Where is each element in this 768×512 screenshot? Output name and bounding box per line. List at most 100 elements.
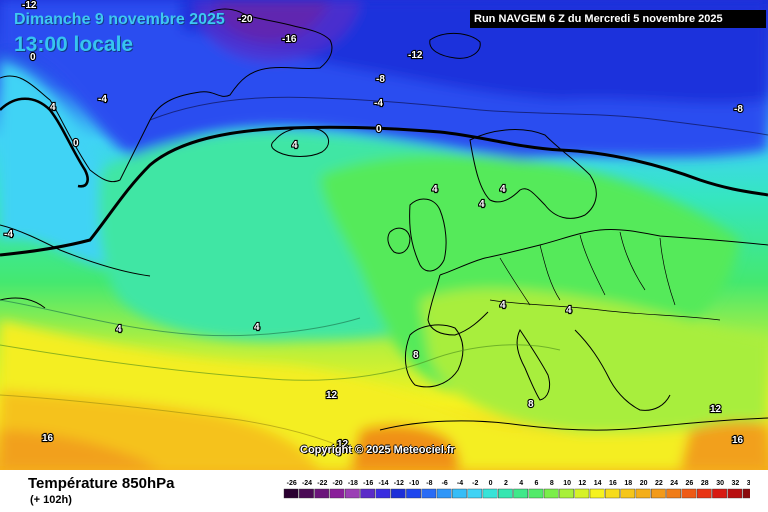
isotherm-m4-north	[149, 96, 768, 136]
lead-time: (+ 102h)	[30, 494, 72, 506]
legend-tick-label: -4	[457, 480, 463, 487]
legend-color-swatch	[605, 488, 620, 499]
legend-tick-label: 6	[534, 480, 538, 487]
legend-tick-label: -18	[348, 480, 358, 487]
legend-color-swatch	[467, 488, 483, 499]
legend-color-swatch	[482, 488, 498, 499]
isotherm-zero-greenland	[0, 97, 89, 188]
iso-label: 4	[479, 199, 485, 210]
coast-france	[427, 274, 489, 336]
legend-tick-label: 20	[640, 480, 648, 487]
legend-tick-label: -10	[409, 480, 419, 487]
legend-color-swatch	[513, 488, 529, 499]
iso-label: 12	[710, 404, 722, 415]
legend-color-swatch	[727, 488, 743, 499]
model-run-label: Run NAVGEM 6 Z du Mercredi 5 novembre 20…	[470, 10, 766, 28]
legend-color-swatch	[620, 488, 636, 499]
isotherm-p4-atlantic	[0, 299, 361, 337]
legend-color-swatch	[283, 488, 299, 499]
footer-bar: Température 850hPa (+ 102h) -26 -24 -22 -20…	[0, 470, 768, 512]
coast-italy	[516, 329, 551, 401]
legend-color-swatch	[681, 488, 697, 499]
iso-label: -8	[734, 104, 743, 115]
coast-newfoundland	[0, 297, 46, 309]
coast-iberia	[404, 324, 464, 388]
legend-color-swatch	[528, 488, 544, 499]
iso-label: -20	[238, 14, 253, 25]
coast-britain	[409, 198, 447, 272]
iso-label: -12	[22, 0, 37, 11]
field-orange-africa	[350, 424, 460, 470]
legend-tick-label: 32	[732, 480, 740, 487]
iso-label: 4	[500, 300, 506, 311]
isotherm-labels: -12 -20 -16 -12 -8 -4 -8 -4 0 0 4 4 4 4 …	[3, 0, 745, 451]
legend-tick-label: 24	[670, 480, 678, 487]
legend-color-swatch	[666, 488, 682, 499]
legend-color-swatch	[696, 488, 712, 499]
legend-tick-label: 22	[655, 480, 663, 487]
iso-label: 0	[73, 138, 79, 149]
legend-color-swatch	[390, 488, 406, 499]
coast-svalbard	[429, 33, 481, 59]
legend-color-swatch	[421, 488, 437, 499]
iso-label: -4	[98, 94, 107, 105]
legend-color-swatch	[543, 488, 559, 499]
isotherms	[0, 96, 768, 456]
legend-color-swatch	[651, 488, 666, 499]
coast-europe	[439, 229, 768, 276]
legend-color-swatch	[452, 488, 467, 499]
field-orange-east	[680, 421, 768, 470]
legend-color-swatch	[497, 488, 513, 499]
coast-scandinavia	[469, 129, 597, 219]
iso-label: 8	[528, 399, 534, 410]
iso-label: 4	[116, 324, 122, 335]
isotherm-p8	[0, 344, 561, 381]
legend-color-swatch	[712, 488, 727, 499]
legend-color-swatch	[314, 488, 330, 499]
legend-color-swatch	[635, 488, 651, 499]
legend-color-swatch	[375, 488, 391, 499]
iso-label: 16	[42, 433, 54, 444]
legend-color-swatch	[436, 488, 452, 499]
legend-tick-label: -26	[287, 480, 297, 487]
iso-label: 4	[292, 140, 298, 151]
legend-color-swatch	[574, 488, 590, 499]
legend-tick-label: -6	[442, 480, 448, 487]
legend-tick-label: 8	[550, 480, 554, 487]
legend-color-swatch	[329, 488, 345, 499]
legend-tick-label: -16	[363, 480, 373, 487]
isotherm-p12	[0, 394, 361, 456]
coast-africa	[379, 417, 768, 431]
iso-label: -12	[408, 50, 423, 61]
legend-color-swatch	[589, 488, 605, 499]
legend-color-swatch	[360, 488, 376, 499]
legend-tick-label: -8	[426, 480, 432, 487]
legend-tick-label: 0	[489, 480, 493, 487]
color-legend: -26 -24 -22 -20 -18 -16 -14 -12 -10 -8 -6 -4 -2 0 2 4 6 8…	[283, 480, 750, 499]
iso-label: -4	[4, 229, 13, 240]
legend-tick-label: 10	[563, 480, 571, 487]
legend-tick-label: -20	[333, 480, 343, 487]
legend-color-swatch	[299, 488, 314, 499]
legend-tick-label: 12	[578, 480, 586, 487]
iso-label: 0	[30, 52, 36, 63]
iso-label: -4	[374, 98, 383, 109]
legend-tick-label: 26	[686, 480, 694, 487]
legend-color-swatch	[406, 488, 421, 499]
legend-tick-label: 18	[624, 480, 632, 487]
iso-label: 4	[432, 184, 438, 195]
legend-tick-label: -12	[394, 480, 404, 487]
legend-color-swatch	[344, 488, 360, 499]
copyright-notice: Copyright © 2025 Meteociel.fr	[300, 444, 455, 456]
borders-central-europe	[489, 231, 721, 321]
iso-label: -8	[376, 74, 385, 85]
legend-tick-label: 30	[716, 480, 724, 487]
coastlines	[0, 8, 768, 431]
forecast-time: 13:00 locale	[14, 33, 134, 56]
field-lime-central	[420, 288, 768, 438]
forecast-date: Dimanche 9 novembre 2025	[14, 11, 225, 28]
iso-label: 4	[254, 322, 260, 333]
coast-greenland	[0, 8, 333, 183]
legend-tick-label: 2	[504, 480, 508, 487]
